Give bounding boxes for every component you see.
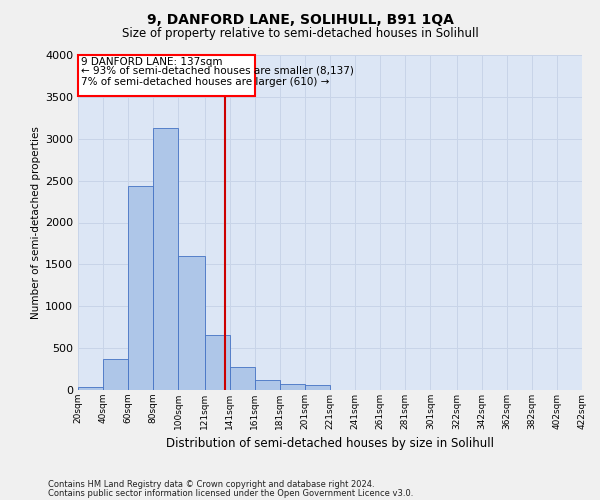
Bar [103, 359, 128, 390]
Text: 9, DANFORD LANE, SOLIHULL, B91 1QA: 9, DANFORD LANE, SOLIHULL, B91 1QA [146, 12, 454, 26]
Bar [153, 128, 178, 390]
Bar [78, 388, 103, 390]
Text: ← 93% of semi-detached houses are smaller (8,137): ← 93% of semi-detached houses are smalle… [80, 66, 353, 76]
Bar [255, 380, 280, 390]
Bar [280, 384, 305, 390]
Bar [128, 186, 153, 390]
Text: 9 DANFORD LANE: 137sqm: 9 DANFORD LANE: 137sqm [80, 56, 222, 66]
X-axis label: Distribution of semi-detached houses by size in Solihull: Distribution of semi-detached houses by … [166, 438, 494, 450]
Text: Size of property relative to semi-detached houses in Solihull: Size of property relative to semi-detach… [122, 28, 478, 40]
Bar [78, 55, 255, 96]
Bar [205, 334, 230, 390]
Bar [178, 256, 205, 390]
Y-axis label: Number of semi-detached properties: Number of semi-detached properties [31, 126, 41, 319]
Text: Contains HM Land Registry data © Crown copyright and database right 2024.: Contains HM Land Registry data © Crown c… [48, 480, 374, 489]
Text: Contains public sector information licensed under the Open Government Licence v3: Contains public sector information licen… [48, 488, 413, 498]
Text: 7% of semi-detached houses are larger (610) →: 7% of semi-detached houses are larger (6… [80, 77, 329, 87]
Bar [230, 368, 255, 390]
Bar [305, 385, 330, 390]
